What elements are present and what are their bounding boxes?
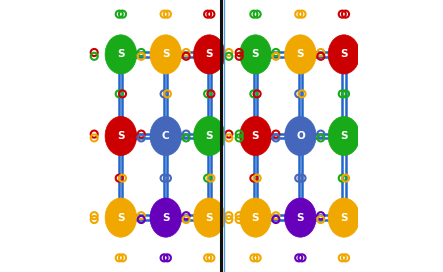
Text: S: S [297, 213, 304, 222]
Text: S: S [340, 50, 348, 59]
Text: S: S [297, 50, 304, 59]
Ellipse shape [194, 116, 225, 156]
Ellipse shape [150, 35, 182, 74]
Ellipse shape [105, 198, 136, 237]
Text: S: S [340, 213, 348, 222]
Text: S: S [117, 50, 124, 59]
Ellipse shape [105, 35, 136, 74]
Text: S: S [252, 131, 259, 141]
Ellipse shape [328, 35, 360, 74]
Text: S: S [117, 213, 124, 222]
Text: O: O [296, 131, 305, 141]
Ellipse shape [194, 198, 225, 237]
Text: C: C [162, 131, 170, 141]
Text: S: S [162, 50, 170, 59]
Ellipse shape [284, 198, 316, 237]
Ellipse shape [240, 116, 271, 156]
Text: S: S [252, 50, 259, 59]
Text: S: S [252, 213, 259, 222]
Ellipse shape [240, 35, 271, 74]
Ellipse shape [284, 116, 316, 156]
Ellipse shape [150, 116, 182, 156]
Ellipse shape [150, 198, 182, 237]
Text: S: S [206, 50, 213, 59]
Text: S: S [340, 131, 348, 141]
Ellipse shape [105, 116, 136, 156]
Ellipse shape [194, 35, 225, 74]
Text: S: S [117, 131, 124, 141]
Text: S: S [206, 131, 213, 141]
Ellipse shape [328, 116, 360, 156]
Text: S: S [162, 213, 170, 222]
Text: S: S [206, 213, 213, 222]
Ellipse shape [240, 198, 271, 237]
Ellipse shape [328, 198, 360, 237]
Ellipse shape [284, 35, 316, 74]
